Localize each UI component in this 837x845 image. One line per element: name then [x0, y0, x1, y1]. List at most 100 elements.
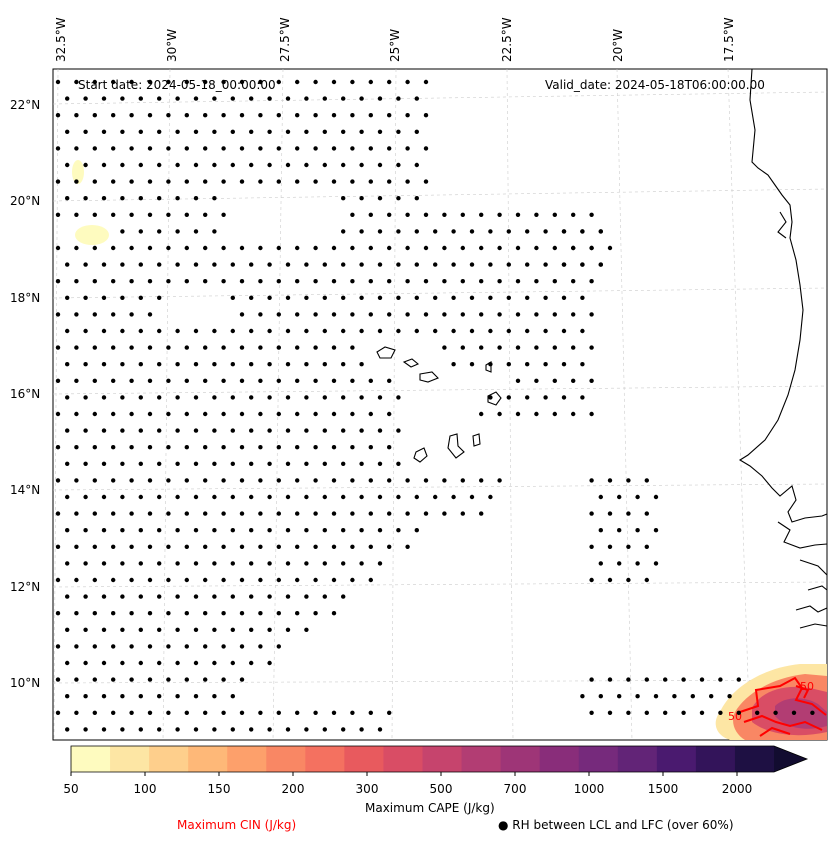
rh-dot: [479, 478, 484, 483]
rh-dot: [166, 544, 171, 549]
rh-dot: [359, 528, 364, 533]
rh-dot: [433, 229, 438, 234]
rh-dot: [598, 561, 603, 566]
rh-dot: [138, 96, 143, 101]
rh-dot: [350, 577, 355, 583]
rh-dot: [617, 561, 622, 566]
rh-dot: [313, 544, 318, 549]
rh-dot: [396, 428, 401, 433]
rh-dot: [157, 162, 162, 168]
rh-dot: [92, 245, 98, 251]
rh-dot: [203, 677, 208, 682]
rh-dot: [543, 262, 548, 267]
rh-dot: [193, 362, 199, 367]
rh-dot: [451, 362, 456, 367]
rh-dot: [810, 710, 815, 715]
rh-dot: [506, 295, 511, 300]
rh-dot: [74, 245, 79, 251]
rh-dot: [377, 461, 383, 466]
rh-dot: [304, 494, 309, 500]
rh-dot: [184, 113, 189, 118]
rh-dot: [193, 594, 199, 599]
rh-dot: [405, 113, 410, 118]
rh-dot: [212, 229, 217, 234]
rh-dot: [552, 345, 557, 350]
rh-dot: [157, 461, 162, 466]
rh-dot: [129, 644, 134, 649]
rh-dot: [497, 345, 502, 350]
rh-dot: [184, 279, 189, 284]
rh-dot: [249, 528, 254, 533]
rh-dot: [175, 727, 180, 732]
rh-dot: [626, 677, 631, 682]
rh-dot: [331, 146, 337, 151]
rh-dot: [387, 179, 392, 184]
rh-dot: [589, 478, 594, 483]
rh-dot: [193, 229, 199, 234]
rh-dot: [405, 478, 410, 483]
colorbar-tick: 2000: [721, 782, 753, 796]
rh-dot: [230, 627, 235, 632]
rh-dot: [166, 511, 171, 516]
rh-dot: [157, 129, 162, 134]
rh-dot: [607, 511, 613, 516]
rh-dot: [184, 411, 189, 417]
rh-dot: [249, 727, 254, 732]
rh-dot: [157, 727, 162, 732]
rh-dot: [607, 710, 613, 715]
rh-dot: [598, 528, 603, 533]
rh-dot: [791, 710, 797, 715]
gridlines: [52, 68, 828, 741]
rh-dot: [157, 561, 162, 566]
rh-dot: [267, 295, 272, 300]
rh-dot: [55, 677, 61, 682]
coastline: [738, 68, 828, 629]
rh-dot: [635, 561, 640, 566]
rh-dot: [322, 162, 327, 168]
rh-dot: [65, 162, 70, 168]
islands: [376, 346, 502, 463]
rh-dot: [387, 146, 392, 151]
rh-dot: [175, 494, 180, 500]
rh-dot: [92, 312, 98, 317]
rh-dot: [138, 461, 143, 466]
rh-dot: [405, 146, 410, 151]
rh-dot: [138, 129, 143, 134]
rh-dot: [230, 428, 235, 433]
rh-dot: [83, 428, 88, 433]
rh-dot: [129, 577, 134, 583]
rh-dot: [111, 511, 116, 516]
rh-dot: [239, 378, 245, 383]
rh-dot: [589, 279, 594, 284]
rh-dot: [414, 96, 419, 101]
rh-dot: [350, 312, 355, 317]
rh-dot: [83, 295, 88, 300]
colorbar-tick: 150: [207, 782, 231, 796]
rh-dot: [221, 212, 226, 217]
rh-dot: [193, 461, 199, 466]
rh-dot: [193, 328, 199, 334]
rh-dot: [249, 561, 254, 566]
rh-dot: [92, 378, 98, 383]
rh-dot: [92, 212, 98, 217]
rh-dot: [617, 494, 622, 500]
rh-dot: [350, 411, 355, 417]
colorbar-segment: [71, 746, 111, 772]
rh-dot: [699, 677, 705, 682]
rh-dot: [653, 561, 659, 566]
rh-dot: [166, 113, 171, 118]
rh-dot: [405, 312, 410, 317]
rh-dot: [534, 411, 539, 417]
rh-dot: [184, 179, 189, 184]
rh-dot: [377, 494, 383, 500]
rh-dot: [626, 478, 631, 483]
rh-dot: [221, 113, 226, 118]
rh-dot: [589, 677, 594, 682]
rh-dot: [543, 229, 548, 234]
rh-dot: [120, 129, 125, 134]
rh-dot: [341, 395, 346, 400]
rh-dot: [65, 461, 70, 466]
rh-dot: [249, 96, 254, 101]
rh-dot: [221, 710, 226, 715]
rh-dot: [55, 478, 61, 483]
